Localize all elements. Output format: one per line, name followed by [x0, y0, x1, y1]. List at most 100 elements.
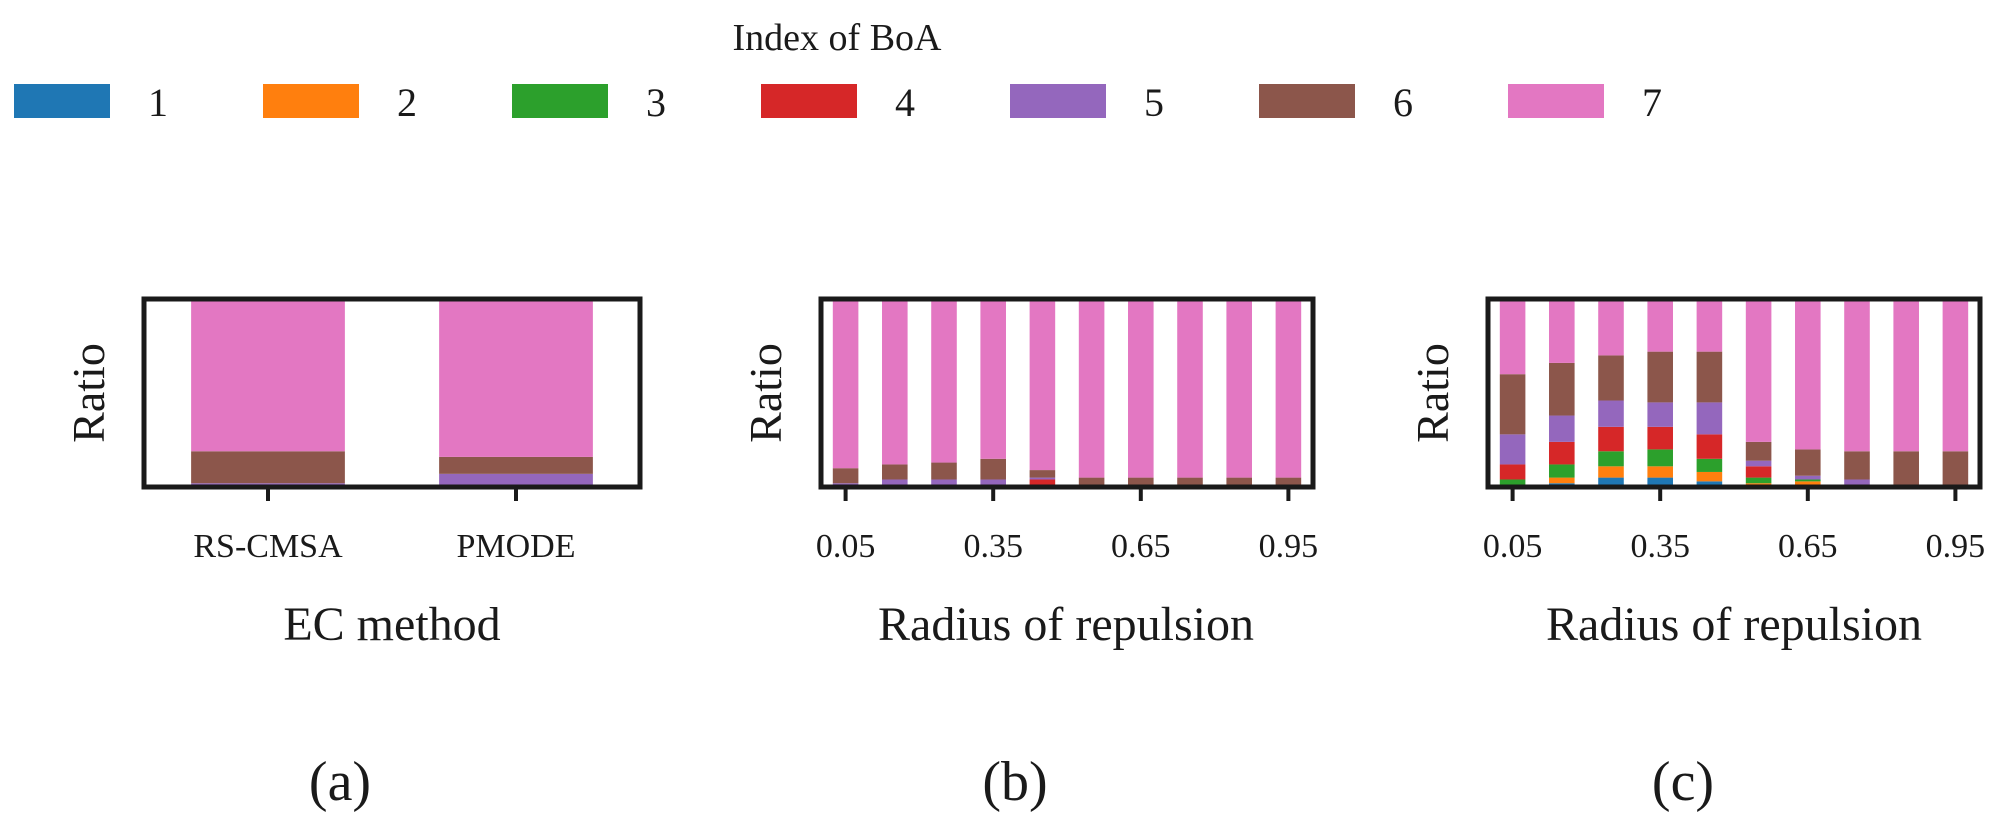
bar-segment-0.45-boa-6 [1029, 470, 1056, 478]
bar-segment-0.25-boa-5 [931, 479, 957, 487]
legend-swatch-6 [1259, 84, 1355, 118]
panels: RS-CMSA PMODE Ratio EC method (a) 0.05 0.35 0.6… [63, 296, 1985, 813]
bar-segment-0.85-boa-7 [1893, 299, 1919, 452]
plot-frame [141, 296, 643, 490]
legend-title: Index of BoA [733, 17, 943, 59]
bar-segment-0.15-boa-7 [882, 299, 908, 465]
legend-swatch-7 [1508, 84, 1604, 118]
bar-segment-0.35-boa-5 [1647, 402, 1673, 427]
x-axis-label: Radius of repulsion [1546, 598, 1922, 651]
bar-segment-0.05-boa-7 [832, 299, 859, 469]
bar-segment-0.65-boa-6 [1795, 449, 1821, 476]
bar-segment-0.25-boa-7 [931, 299, 957, 463]
x-tick-label: 0.35 [1630, 528, 1690, 565]
bar-segment-0.55-boa-5 [1745, 460, 1772, 467]
bar-segment-0.15-boa-5 [1549, 415, 1575, 442]
panel-a: RS-CMSA PMODE Ratio EC method (a) [63, 296, 643, 813]
bar-segment-0.45-boa-6 [1696, 351, 1723, 403]
panel-label: (c) [1652, 751, 1714, 813]
bar-segment-0.35-boa-7 [1647, 299, 1673, 352]
bar-segment-0.35-boa-3 [1647, 449, 1673, 467]
x-ticks: RS-CMSA PMODE [193, 487, 576, 565]
bar-segment-0.25-boa-6 [931, 462, 957, 480]
bar-segment-0.25-boa-3 [1598, 451, 1624, 467]
bar-segment-0.95-boa-6 [1275, 477, 1302, 487]
bar-segment-0.45-boa-1 [1696, 481, 1723, 487]
bar-segment-0.45-boa-7 [1029, 299, 1056, 471]
bar-segment-0.65-boa-7 [1795, 299, 1821, 450]
panel-b: 0.05 0.35 0.65 0.95 Ratio Radius of repulsion… [740, 296, 1319, 813]
bar-segment-0.05-boa-6 [1499, 374, 1526, 435]
legend-label-7: 7 [1642, 80, 1662, 125]
bar-segment-0.25-boa-2 [1598, 466, 1624, 478]
bar-segment-0.85-boa-6 [1226, 477, 1252, 487]
bar-segment-0.15-boa-4 [1549, 441, 1575, 465]
bar-segment-0.05-boa-4 [1499, 464, 1526, 480]
bar-segment-0.35-boa-2 [1647, 466, 1673, 478]
bar-segment-0.65-boa-3 [1795, 479, 1821, 482]
bar-segment-0.15-boa-6 [882, 464, 908, 480]
legend-swatch-4 [761, 84, 857, 118]
bar-segment-0.05-boa-7 [1499, 299, 1526, 375]
x-tick-label: 0.65 [1111, 528, 1171, 565]
panel-c: 0.05 0.35 0.65 0.95 Ratio Radius of repulsion… [1407, 296, 1985, 813]
bar-segment-0.25-boa-4 [1598, 426, 1624, 452]
x-axis-label: EC method [283, 598, 500, 651]
bar-segment-0.25-boa-6 [1598, 355, 1624, 401]
legend-swatch-3 [512, 84, 608, 118]
legend-label-6: 6 [1393, 80, 1413, 125]
y-axis-label: Ratio [63, 343, 114, 443]
bar-segment-0.75-boa-7 [1177, 299, 1203, 478]
legend-label-1: 1 [148, 80, 168, 125]
x-ticks: 0.05 0.35 0.65 0.95 [1483, 487, 1985, 565]
bar-segment-PMODE-boa-5 [439, 473, 593, 486]
legend-label-2: 2 [397, 80, 417, 125]
bars [832, 299, 1302, 487]
bar-segment-0.45-boa-3 [1696, 458, 1723, 472]
bar-segment-0.55-boa-7 [1745, 299, 1772, 442]
bar-segment-0.15-boa-7 [1549, 299, 1575, 363]
bar-segment-0.25-boa-7 [1598, 299, 1624, 356]
x-tick-label: 0.95 [1926, 528, 1986, 565]
bar-segment-0.55-boa-6 [1745, 441, 1772, 461]
x-tick-label: 0.05 [1483, 528, 1543, 565]
bar-segment-0.65-boa-6 [1128, 477, 1154, 487]
bars [191, 299, 593, 487]
bar-segment-0.65-boa-5 [1795, 475, 1821, 480]
legend-swatch-5 [1010, 84, 1106, 118]
x-axis-label: Radius of repulsion [878, 598, 1254, 651]
bar-segment-0.05-boa-6 [832, 468, 859, 484]
panel-label: (a) [309, 751, 371, 813]
y-axis-label: Ratio [1407, 343, 1458, 443]
bar-segment-0.35-boa-6 [980, 458, 1006, 480]
x-tick-label: 0.05 [816, 528, 876, 565]
legend: Index of BoA 1 2 3 4 5 6 7 [14, 17, 1662, 125]
bar-segment-0.75-boa-7 [1844, 299, 1870, 452]
bar-segment-0.95-boa-7 [1942, 299, 1969, 452]
bar-segment-0.55-boa-7 [1078, 299, 1105, 478]
bars [1499, 299, 1969, 487]
bar-segment-0.35-boa-4 [1647, 426, 1673, 450]
bar-segment-PMODE-boa-6 [439, 456, 593, 474]
legend-label-4: 4 [895, 80, 915, 125]
bar-segment-0.45-boa-2 [1696, 471, 1723, 482]
bar-segment-0.65-boa-7 [1128, 299, 1154, 478]
bar-segment-0.15-boa-6 [1549, 362, 1575, 416]
bar-segment-0.35-boa-7 [980, 299, 1006, 459]
bar-segment-0.25-boa-1 [1598, 477, 1624, 487]
bar-segment-0.35-boa-1 [1647, 477, 1673, 487]
bar-segment-0.35-boa-5 [980, 479, 1006, 487]
bar-segment-0.15-boa-2 [1549, 477, 1575, 484]
bar-segment-0.45-boa-4 [1029, 479, 1056, 487]
legend-entries: 1 2 3 4 5 6 7 [14, 80, 1662, 125]
bar-segment-0.95-boa-7 [1275, 299, 1302, 478]
bar-segment-0.75-boa-6 [1844, 451, 1870, 480]
bar-segment-PMODE-boa-7 [439, 299, 593, 457]
plot-frame [818, 296, 1316, 490]
bar-segment-0.85-boa-7 [1226, 299, 1252, 478]
panel-label: (b) [982, 751, 1047, 813]
bar-segment-0.65-boa-2 [1795, 481, 1821, 486]
x-tick-label: 0.95 [1259, 528, 1319, 565]
bar-segment-0.45-boa-7 [1696, 299, 1723, 352]
